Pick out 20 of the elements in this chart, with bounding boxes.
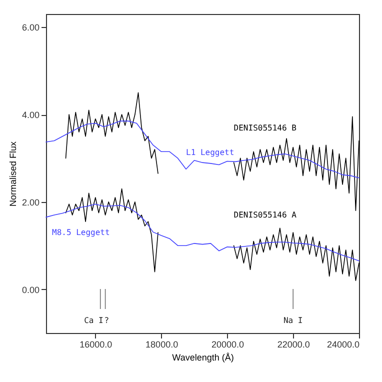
line-series [46, 204, 360, 262]
series-label: DENIS055146 A [234, 210, 297, 220]
x-tick-label: 22000.0 [277, 340, 310, 350]
ref-line-label: Na I [283, 316, 303, 325]
y-axis-title: Normalised Flux [8, 141, 18, 207]
ref-line-label: ? [104, 316, 110, 325]
line-series [46, 120, 360, 178]
y-tick-label: 2.00 [22, 197, 40, 208]
series-label: M8.5 Leggett [52, 228, 110, 238]
series-label: L1 Leggett [186, 148, 234, 158]
series-label: DENIS055146 B [234, 124, 297, 133]
y-tick-label: 0.00 [22, 284, 40, 295]
x-tick-label: 16000.0 [80, 340, 112, 350]
x-tick-label: 24000.0 [326, 340, 360, 350]
y-tick-label: 6.00 [22, 22, 40, 33]
y-tick-label: 4.00 [22, 110, 40, 120]
x-tick-label: 20000.0 [211, 340, 244, 350]
x-axis-title: Wavelength (Å) [172, 352, 234, 362]
ref-line-label: Ca I [84, 316, 104, 325]
x-tick-label: 18000.0 [146, 340, 178, 350]
